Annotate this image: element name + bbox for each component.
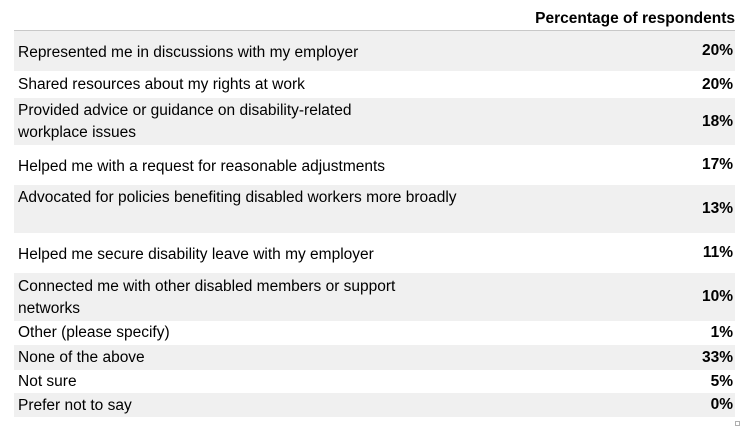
- table-row: Helped me secure disability leave with m…: [14, 233, 735, 273]
- row-label: Provided advice or guidance on disabilit…: [18, 102, 352, 141]
- row-value: 20%: [701, 42, 733, 59]
- row-value: 11%: [702, 244, 733, 261]
- row-label: Helped me with a request for reasonable …: [18, 158, 386, 175]
- table-row: Advocated for policies benefiting disabl…: [14, 185, 735, 233]
- row-label: Represented me in discussions with my em…: [18, 44, 359, 61]
- table-row: Not sure 5%: [14, 370, 735, 393]
- row-value: 17%: [701, 156, 733, 173]
- row-label: None of the above: [18, 349, 145, 366]
- row-value: 0%: [710, 396, 733, 413]
- row-value: 10%: [701, 288, 733, 305]
- row-label: Not sure: [18, 373, 77, 390]
- table-header: Percentage of respondents: [14, 8, 735, 30]
- row-value: 5%: [710, 373, 733, 390]
- row-value: 33%: [701, 349, 733, 366]
- row-label: Other (please specify): [18, 324, 170, 341]
- table-row: Represented me in discussions with my em…: [14, 31, 735, 71]
- respondents-table: Represented me in discussions with my em…: [14, 30, 735, 417]
- row-label: Helped me secure disability leave with m…: [18, 246, 374, 263]
- row-label: Shared resources about my rights at work: [18, 76, 305, 93]
- table-row: None of the above 33%: [14, 345, 735, 370]
- column-header-percentage: Percentage of respondents: [535, 10, 735, 27]
- row-value: 1%: [710, 324, 733, 341]
- row-value: 13%: [701, 200, 733, 217]
- resize-handle-icon: [735, 421, 740, 426]
- row-value: 20%: [701, 76, 733, 93]
- table-row: Other (please specify) 1%: [14, 321, 735, 345]
- row-value: 18%: [701, 113, 733, 130]
- table-row: Connected me with other disabled members…: [14, 273, 735, 321]
- table-row: Shared resources about my rights at work…: [14, 71, 735, 98]
- table-row: Prefer not to say 0%: [14, 393, 735, 417]
- row-label: Advocated for policies benefiting disabl…: [18, 189, 457, 206]
- row-label: Prefer not to say: [18, 397, 132, 414]
- table-row: Helped me with a request for reasonable …: [14, 145, 735, 185]
- table-row: Provided advice or guidance on disabilit…: [14, 98, 735, 145]
- row-label: Connected me with other disabled members…: [18, 278, 396, 317]
